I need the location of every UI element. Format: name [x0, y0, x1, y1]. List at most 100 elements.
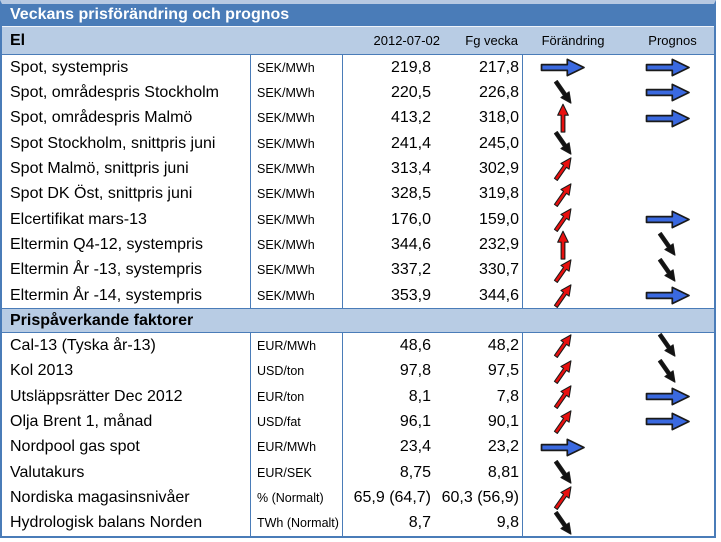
flat-right-arrow-icon — [645, 387, 690, 406]
falling-arrow-icon — [657, 232, 676, 257]
row-label: Nordpool gas spot — [10, 438, 140, 456]
change-arrow-cell — [523, 80, 621, 105]
row-current-value: 337,2 — [390, 261, 431, 279]
table-row: Spot Stockholm, snittpris juni SEK/MWh 2… — [2, 130, 714, 157]
change-arrow-cell — [523, 283, 621, 309]
change-arrow-cell — [523, 156, 621, 182]
forecast-arrow-cell — [621, 55, 714, 80]
row-previous-value: 97,5 — [487, 362, 519, 380]
value-column-headers: 2012-07-02 Fg vecka — [350, 33, 533, 48]
row-label: Olja Brent 1, månad — [10, 412, 153, 430]
row-previous-value: 319,8 — [478, 185, 519, 203]
forecast-arrow-cell — [621, 460, 714, 485]
row-values: 219,8 217,8 — [342, 55, 522, 81]
change-arrow-cell — [523, 435, 621, 460]
falling-arrow-icon — [553, 131, 571, 155]
row-previous-value: 7,8 — [496, 387, 519, 405]
flat-right-arrow-icon — [645, 412, 690, 431]
change-arrow-cell — [523, 485, 621, 511]
row-label: Valutakurs — [10, 463, 85, 481]
row-values: 344,6 232,9 — [342, 232, 522, 258]
row-previous-value: 23,2 — [487, 438, 519, 456]
row-values: 328,5 319,8 — [342, 181, 522, 207]
table-title-bar: Veckans prisförändring och prognos — [2, 4, 714, 27]
forecast-arrow-cell — [621, 409, 714, 434]
falling-arrow-icon — [553, 510, 571, 535]
table-row: Eltermin År -13, systempris SEK/MWh 337,… — [2, 257, 714, 283]
table-row: Cal-13 (Tyska år-13) EUR/MWh 48,6 48,2 — [2, 333, 714, 359]
change-arrow-cell — [523, 258, 621, 283]
flat-right-arrow-icon — [645, 286, 690, 305]
row-unit: SEK/MWh — [250, 206, 342, 233]
change-arrow-cell — [523, 359, 621, 384]
change-arrow-cell — [523, 510, 621, 536]
row-current-value: 353,9 — [390, 286, 431, 304]
row-values: 413,2 318,0 — [342, 105, 522, 131]
row-current-value: 313,4 — [390, 159, 431, 177]
table-row: Olja Brent 1, månad USD/fat 96,1 90,1 — [2, 409, 714, 435]
row-label: Spot, områdespris Malmö — [10, 109, 193, 127]
row-unit: SEK/MWh — [250, 105, 342, 131]
row-current-value: 328,5 — [390, 185, 431, 203]
forecast-arrow-cell — [621, 207, 714, 232]
row-previous-value: 159,0 — [478, 210, 519, 228]
row-previous-value: 60,3 (56,9) — [441, 488, 519, 506]
row-label: Kol 2013 — [10, 362, 74, 380]
row-arrows — [522, 55, 714, 81]
row-label: Cal-13 (Tyska år-13) — [10, 336, 156, 354]
row-unit: SEK/MWh — [250, 282, 342, 309]
falling-arrow-icon — [553, 80, 571, 105]
rising-arrow-icon — [553, 259, 571, 283]
forecast-arrow-cell — [621, 333, 714, 358]
row-label: Spot Malmö, snittpris juni — [10, 159, 189, 177]
table-row: Spot, områdespris Stockholm SEK/MWh 220,… — [2, 80, 714, 106]
row-current-value: 241,4 — [390, 134, 431, 152]
row-arrows — [522, 383, 714, 410]
section-header-prispaverkande-faktorer: Prispåverkande faktorer — [2, 308, 714, 334]
row-previous-value: 330,7 — [478, 261, 519, 279]
section-label-el: El — [10, 31, 26, 49]
row-previous-value: 48,2 — [487, 336, 519, 354]
change-arrow-cell — [523, 384, 621, 410]
row-unit: SEK/MWh — [250, 130, 342, 157]
rising-arrow-icon — [553, 486, 571, 511]
row-unit: USD/fat — [250, 409, 342, 435]
row-unit: EUR/ton — [250, 383, 342, 410]
row-current-value: 176,0 — [390, 210, 431, 228]
rising-arrow-icon — [553, 157, 571, 182]
table-row: Spot Malmö, snittpris juni SEK/MWh 313,4… — [2, 156, 714, 182]
flat-right-arrow-icon — [645, 84, 690, 102]
change-arrow-cell — [523, 460, 621, 485]
column-header-change: Förändring — [541, 33, 605, 48]
row-values: 8,7 9,8 — [342, 510, 522, 536]
row-values: 97,8 97,5 — [342, 358, 522, 384]
row-previous-value: 302,9 — [478, 159, 519, 177]
row-arrows — [522, 434, 714, 460]
falling-arrow-icon — [657, 333, 676, 358]
row-label: Spot, systempris — [10, 58, 129, 76]
table-row: Nordiska magasinsnivåer % (Normalt) 65,9… — [2, 485, 714, 511]
row-label: Spot Stockholm, snittpris juni — [10, 134, 216, 152]
table-row: Kol 2013 USD/ton 97,8 97,5 — [2, 358, 714, 384]
row-current-value: 413,2 — [390, 109, 431, 127]
forecast-arrow-cell — [621, 358, 714, 384]
row-current-value: 8,1 — [408, 387, 431, 405]
flat-right-arrow-icon — [645, 109, 690, 128]
change-arrow-cell — [523, 409, 621, 435]
row-values: 23,4 23,2 — [342, 434, 522, 460]
row-values: 48,6 48,2 — [342, 333, 522, 359]
row-arrows — [522, 80, 714, 106]
row-previous-value: 90,1 — [487, 412, 519, 430]
rising-arrow-icon — [553, 385, 571, 410]
forecast-arrow-cell — [621, 283, 714, 308]
forecast-arrow-cell — [621, 435, 714, 460]
rising-arrow-icon — [553, 410, 571, 435]
row-current-value: 97,8 — [399, 362, 431, 380]
row-current-value: 65,9 (64,7) — [353, 488, 431, 506]
row-unit: SEK/MWh — [250, 257, 342, 283]
arrow-column-headers: Förändring Prognos — [533, 33, 714, 48]
column-header-row: El 2012-07-02 Fg vecka Förändring Progno… — [2, 27, 714, 55]
row-label: Eltermin År -14, systempris — [10, 286, 203, 304]
row-arrows — [522, 181, 714, 207]
